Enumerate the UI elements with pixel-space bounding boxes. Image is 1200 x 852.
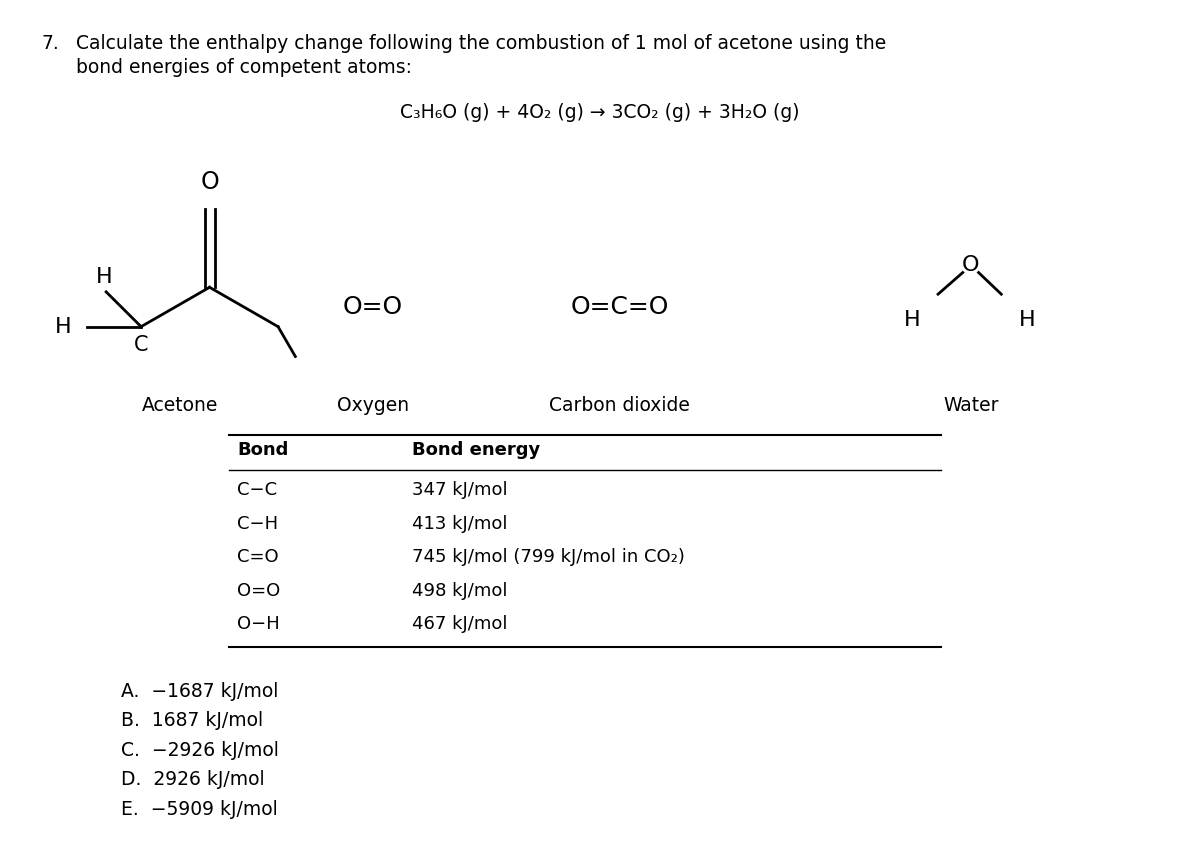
Text: 347 kJ/mol: 347 kJ/mol (412, 481, 508, 499)
Text: 7.: 7. (42, 34, 59, 54)
Text: 413 kJ/mol: 413 kJ/mol (412, 515, 508, 532)
Text: C₃H₆O (g) + 4O₂ (g) → 3CO₂ (g) + 3H₂O (g): C₃H₆O (g) + 4O₂ (g) → 3CO₂ (g) + 3H₂O (g… (401, 103, 799, 123)
Text: bond energies of competent atoms:: bond energies of competent atoms: (76, 58, 412, 77)
Text: Bond: Bond (238, 440, 289, 458)
Text: D.  2926 kJ/mol: D. 2926 kJ/mol (121, 770, 264, 789)
Text: C−H: C−H (238, 515, 278, 532)
Text: O=C=O: O=C=O (570, 295, 668, 319)
Text: O=O: O=O (238, 582, 281, 600)
Text: Carbon dioxide: Carbon dioxide (550, 395, 690, 415)
Text: C: C (134, 335, 149, 354)
Text: O−H: O−H (238, 615, 280, 633)
Text: O: O (200, 170, 218, 194)
Text: H: H (96, 267, 113, 287)
Text: 467 kJ/mol: 467 kJ/mol (412, 615, 508, 633)
Text: H: H (1019, 310, 1036, 330)
Text: C−C: C−C (238, 481, 277, 499)
Text: 498 kJ/mol: 498 kJ/mol (412, 582, 508, 600)
Text: Acetone: Acetone (142, 395, 218, 415)
Text: Water: Water (943, 395, 998, 415)
Text: 745 kJ/mol (799 kJ/mol in CO₂): 745 kJ/mol (799 kJ/mol in CO₂) (412, 548, 685, 566)
Text: C=O: C=O (238, 548, 278, 566)
Text: C.  −2926 kJ/mol: C. −2926 kJ/mol (121, 740, 278, 760)
Text: O: O (962, 255, 979, 274)
Text: H: H (904, 310, 920, 330)
Text: H: H (55, 317, 72, 337)
Text: O=O: O=O (342, 295, 403, 319)
Text: Bond energy: Bond energy (412, 440, 540, 458)
Text: Calculate the enthalpy change following the combustion of 1 mol of acetone using: Calculate the enthalpy change following … (76, 34, 887, 54)
Text: B.  1687 kJ/mol: B. 1687 kJ/mol (121, 711, 263, 730)
Text: Oxygen: Oxygen (336, 395, 409, 415)
Text: A.  −1687 kJ/mol: A. −1687 kJ/mol (121, 682, 278, 700)
Text: E.  −5909 kJ/mol: E. −5909 kJ/mol (121, 800, 277, 819)
